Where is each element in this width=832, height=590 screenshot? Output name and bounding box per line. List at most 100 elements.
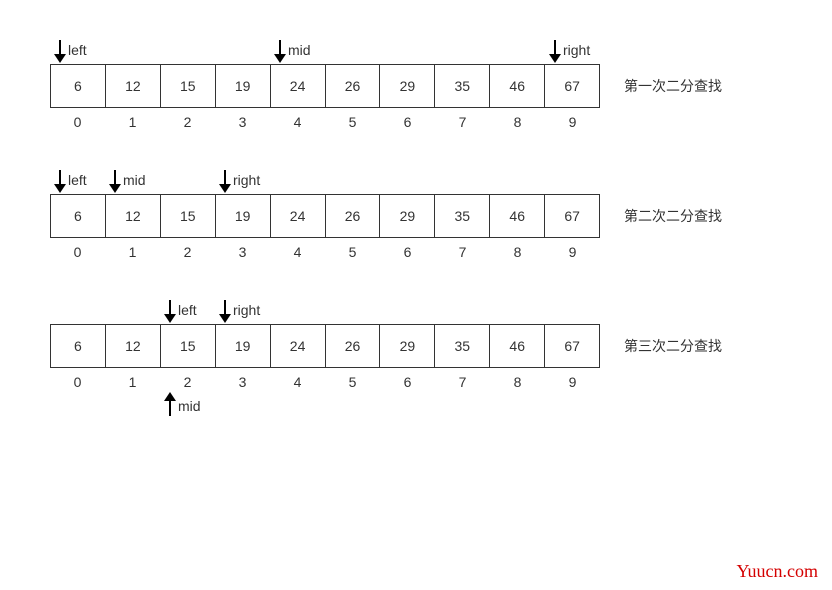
array-cell: 6 bbox=[51, 195, 106, 237]
index-label: 2 bbox=[160, 244, 215, 260]
array-cell: 12 bbox=[106, 195, 161, 237]
array-cell: 24 bbox=[271, 325, 326, 367]
index-label: 9 bbox=[545, 114, 600, 130]
arrow-down-icon bbox=[54, 170, 66, 194]
index-label: 3 bbox=[215, 374, 270, 390]
array-row-wrap: 6121519242629354667第一次二分查找 bbox=[50, 64, 782, 108]
array-cell: 26 bbox=[326, 195, 381, 237]
index-label: 3 bbox=[215, 114, 270, 130]
array-cell: 46 bbox=[490, 195, 545, 237]
iteration-1: left mid right 612 1 5 192 42629354667 第一次二分查找 01… bbox=[50, 30, 782, 130]
array-row: 6121519242629354667 bbox=[50, 64, 600, 108]
array-cell: 46 bbox=[490, 325, 545, 367]
index-label: 8 bbox=[490, 244, 545, 260]
mid-label: mid bbox=[288, 40, 311, 59]
pointer-row-top: left mid right bbox=[50, 160, 600, 194]
watermark: Yuucn.com bbox=[737, 561, 818, 582]
index-label: 1 bbox=[105, 114, 160, 130]
left-label: left bbox=[178, 300, 197, 319]
array-cell: 67 bbox=[545, 65, 599, 107]
right-pointer: right bbox=[549, 40, 590, 64]
array-cell: 12 bbox=[106, 65, 161, 107]
arrow-up-icon bbox=[164, 392, 176, 416]
array-cell: 19 bbox=[216, 65, 271, 107]
mid-pointer: mid bbox=[109, 170, 146, 194]
array-cell: 46 bbox=[490, 65, 545, 107]
index-label: 3 bbox=[215, 244, 270, 260]
arrow-down-icon bbox=[274, 40, 286, 64]
left-label: left bbox=[68, 170, 87, 189]
left-pointer: left bbox=[54, 170, 87, 194]
arrow-down-icon bbox=[219, 300, 231, 324]
array-cell: 29 bbox=[380, 65, 435, 107]
index-label: 4 bbox=[270, 244, 325, 260]
array-cell: 19 bbox=[216, 325, 271, 367]
left-pointer: left bbox=[164, 300, 197, 324]
index-label: 4 bbox=[270, 374, 325, 390]
array-cell: 35 bbox=[435, 325, 490, 367]
index-label: 5 bbox=[325, 114, 380, 130]
pointer-row-bottom: mid bbox=[50, 392, 600, 436]
array-cell: 67 bbox=[545, 325, 599, 367]
index-label: 2 bbox=[160, 374, 215, 390]
index-label: 5 bbox=[325, 374, 380, 390]
index-label: 6 bbox=[380, 374, 435, 390]
right-label: right bbox=[233, 170, 260, 189]
index-label: 7 bbox=[435, 114, 490, 130]
index-label: 1 bbox=[105, 244, 160, 260]
mid-label: mid bbox=[178, 397, 201, 416]
array-row: 6121519242629354667 bbox=[50, 324, 600, 368]
array-cell: 6 bbox=[51, 65, 106, 107]
index-label: 9 bbox=[545, 374, 600, 390]
array-cell: 26 bbox=[326, 65, 381, 107]
array-row-wrap: 6121519242629354667第二次二分查找 bbox=[50, 194, 782, 238]
iteration-3: leftright6121519242629354667第三次二分查找01234… bbox=[50, 290, 782, 436]
arrow-down-icon bbox=[164, 300, 176, 324]
index-label: 1 bbox=[105, 374, 160, 390]
array-cell: 12 bbox=[106, 325, 161, 367]
right-pointer: right bbox=[219, 300, 260, 324]
index-label: 9 bbox=[545, 244, 600, 260]
arrow-down-icon bbox=[54, 40, 66, 64]
index-label: 0 bbox=[50, 374, 105, 390]
array-cell: 35 bbox=[435, 65, 490, 107]
diagram-container: leftmidright6121519242629354667第一次二分查找01… bbox=[0, 0, 832, 436]
left-label: left bbox=[68, 40, 87, 59]
array-cell: 67 bbox=[545, 195, 599, 237]
right-label: right bbox=[563, 40, 590, 59]
index-label: 4 bbox=[270, 114, 325, 130]
array-cell: 15 bbox=[161, 195, 216, 237]
array-row: 6121519242629354667 bbox=[50, 194, 600, 238]
right-pointer: right bbox=[219, 170, 260, 194]
array-cell: 15 bbox=[161, 325, 216, 367]
array-cell: 6 bbox=[51, 325, 106, 367]
arrow-down-icon bbox=[109, 170, 121, 194]
array-cell: 24 bbox=[271, 195, 326, 237]
arrow-down-icon bbox=[219, 170, 231, 194]
array-row-wrap: 6121519242629354667第三次二分查找 bbox=[50, 324, 782, 368]
mid-pointer: mid bbox=[164, 392, 201, 416]
mid-pointer: mid bbox=[274, 40, 311, 64]
index-label: 2 bbox=[160, 114, 215, 130]
index-label: 8 bbox=[490, 374, 545, 390]
index-label: 7 bbox=[435, 374, 490, 390]
array-cell: 29 bbox=[380, 195, 435, 237]
index-label: 5 bbox=[325, 244, 380, 260]
pointer-row-top: left mid right bbox=[50, 30, 600, 64]
pointer-row-top: left right bbox=[50, 290, 600, 324]
index-label: 8 bbox=[490, 114, 545, 130]
iteration-description: 第一次二分查找 bbox=[624, 76, 722, 96]
array-cell: 26 bbox=[326, 325, 381, 367]
mid-label: mid bbox=[123, 170, 146, 189]
array-cell: 19 bbox=[216, 195, 271, 237]
left-pointer: left bbox=[54, 40, 87, 64]
array-cell: 29 bbox=[380, 325, 435, 367]
index-row: 0123456789 bbox=[50, 374, 600, 390]
index-label: 0 bbox=[50, 244, 105, 260]
iteration-2: leftmidright6121519242629354667第二次二分查找01… bbox=[50, 160, 782, 260]
array-cell: 35 bbox=[435, 195, 490, 237]
index-label: 0 bbox=[50, 114, 105, 130]
index-row: 0123456789 bbox=[50, 114, 600, 130]
arrow-down-icon bbox=[549, 40, 561, 64]
index-label: 7 bbox=[435, 244, 490, 260]
